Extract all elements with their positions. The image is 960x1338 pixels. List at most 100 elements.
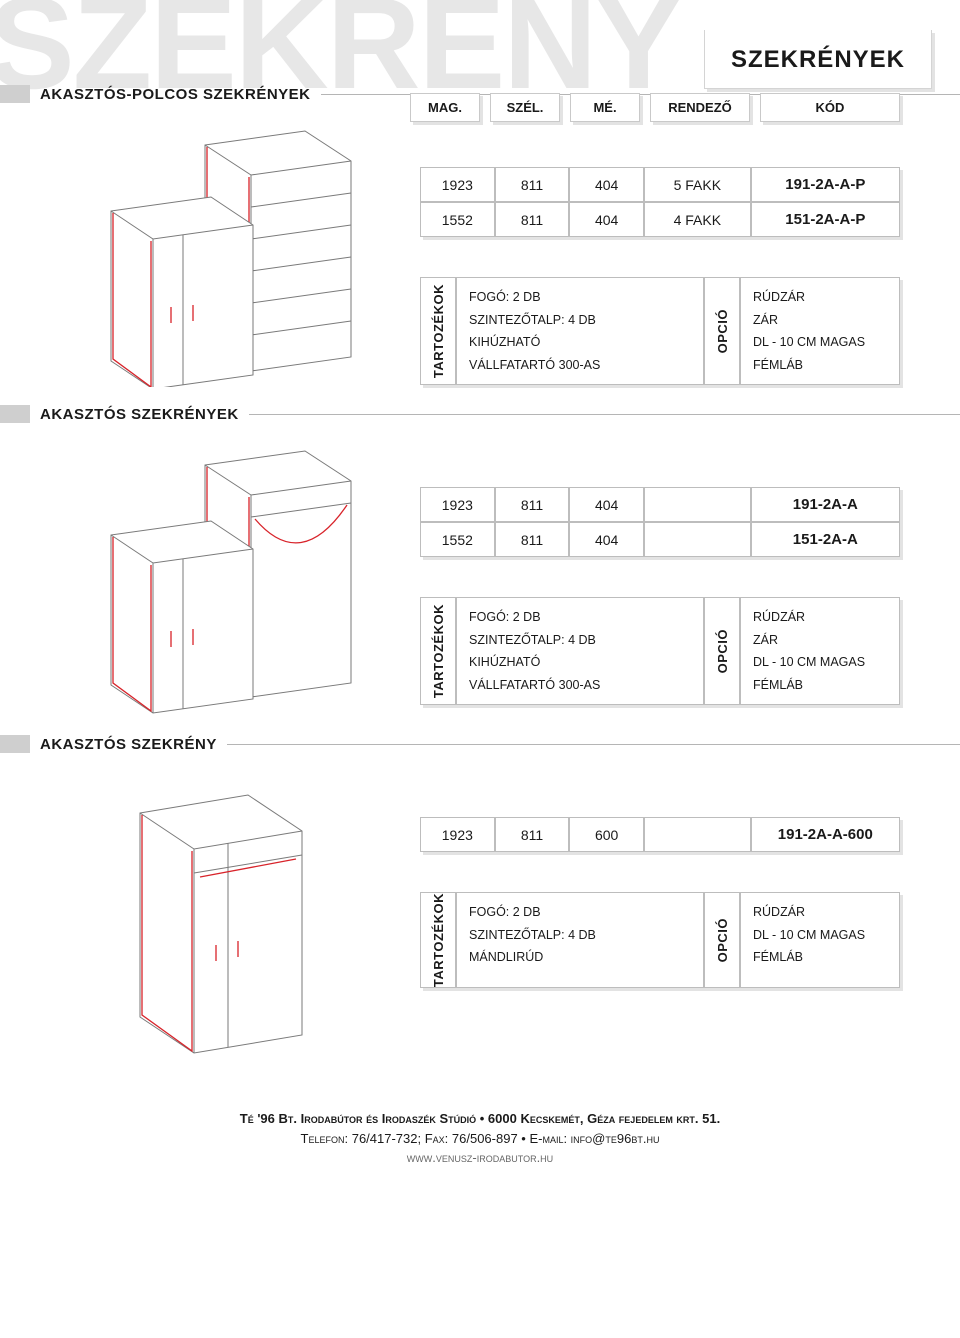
footer-line-2: Telefon: 76/417-732; Fax: 76/506-897 • E… [0, 1129, 960, 1149]
opcio-label-cell: OPCIÓ [704, 597, 740, 705]
opcio-content: RÚDZÁR DL - 10 CM MAGAS FÉMLÁB [740, 892, 900, 988]
col-header-mag: MAG. [410, 93, 480, 122]
opcio-label-cell: OPCIÓ [704, 892, 740, 988]
table-row: 1552 811 404 4 FAKK 151-2A-A-P [420, 202, 900, 237]
data-table: 1923 811 404 191-2A-A 1552 811 404 151-2… [420, 487, 900, 557]
tartozekok-line: SZINTEZŐTALP: 4 DB [469, 629, 691, 652]
data-table: 1923 811 404 5 FAKK 191-2A-A-P 1552 811 … [420, 167, 900, 237]
cell-rendezo: 5 FAKK [644, 167, 751, 202]
opcio-line: FÉMLÁB [753, 946, 887, 969]
data-table-wrap: 1923 811 404 191-2A-A 1552 811 404 151-2… [420, 487, 900, 557]
illustration [0, 777, 420, 1067]
tartozekok-line: KIHÚZHATÓ [469, 331, 691, 354]
cell-szel: 811 [495, 167, 570, 202]
tables: 1923 811 404 191-2A-A 1552 811 404 151-2… [420, 447, 960, 717]
opcio-label: OPCIÓ [715, 918, 730, 962]
cell-kod: 191-2A-A-600 [751, 817, 900, 852]
col-header-rendezo: RENDEZŐ [650, 93, 750, 122]
cell-mag: 1552 [420, 522, 495, 557]
header-line [227, 744, 960, 745]
opcio-line: ZÁR [753, 629, 887, 652]
section-body: 1923 811 600 191-2A-A-600 TARTOZÉKOK FOG… [0, 761, 960, 1085]
cell-me: 404 [569, 167, 644, 202]
header-stub [0, 735, 30, 753]
tartozekok-label-cell: TARTOZÉKOK [420, 597, 456, 705]
cabinet-illustration [55, 127, 365, 387]
section-body: 1923 811 404 191-2A-A 1552 811 404 151-2… [0, 431, 960, 735]
tartozekok-line: FOGÓ: 2 DB [469, 901, 691, 924]
cell-me: 404 [569, 487, 644, 522]
tartozekok-label: TARTOZÉKOK [431, 604, 446, 698]
tartozekok-line: MÁNDLIRÚD [469, 946, 691, 969]
opcio-content: RÚDZÁR ZÁR DL - 10 CM MAGAS FÉMLÁB [740, 597, 900, 705]
tartozekok-line: SZINTEZŐTALP: 4 DB [469, 924, 691, 947]
cabinet-illustration [55, 447, 365, 717]
cell-kod: 151-2A-A [751, 522, 900, 557]
section-heading: AKASZTÓS SZEKRÉNYEK [40, 406, 239, 423]
cabinet-illustration [80, 777, 340, 1067]
cell-mag: 1923 [420, 167, 495, 202]
opcio-line: RÚDZÁR [753, 606, 887, 629]
opcio-line: DL - 10 CM MAGAS [753, 924, 887, 947]
tartozekok-line: VÁLLFATARTÓ 300-AS [469, 354, 691, 377]
header-line [249, 414, 960, 415]
footer-line-3: www.venusz-irodabutor.hu [0, 1148, 960, 1168]
data-table: 1923 811 600 191-2A-A-600 [420, 817, 900, 852]
content: MAG. SZÉL. MÉ. RENDEZŐ KÓD AKASZTÓS-POLC… [0, 0, 960, 1176]
cell-mag: 1923 [420, 487, 495, 522]
opcio-label-cell: OPCIÓ [704, 277, 740, 385]
column-headers: MAG. SZÉL. MÉ. RENDEZŐ KÓD [410, 93, 900, 122]
cell-rendezo: 4 FAKK [644, 202, 751, 237]
cell-szel: 811 [495, 487, 570, 522]
opcio-line: FÉMLÁB [753, 674, 887, 697]
info-table: TARTOZÉKOK FOGÓ: 2 DB SZINTEZŐTALP: 4 DB… [420, 597, 900, 705]
cell-szel: 811 [495, 522, 570, 557]
table-row: 1552 811 404 151-2A-A [420, 522, 900, 557]
tartozekok-line: SZINTEZŐTALP: 4 DB [469, 309, 691, 332]
header-stub [0, 85, 30, 103]
section-header: AKASZTÓS SZEKRÉNYEK [0, 405, 960, 423]
footer: Té '96 Bt. Irodabútor és Irodaszék Stúdi… [0, 1085, 960, 1176]
opcio-line: DL - 10 CM MAGAS [753, 331, 887, 354]
info-table: TARTOZÉKOK FOGÓ: 2 DB SZINTEZŐTALP: 4 DB… [420, 892, 900, 988]
tartozekok-line: KIHÚZHATÓ [469, 651, 691, 674]
opcio-line: RÚDZÁR [753, 901, 887, 924]
info-table: TARTOZÉKOK FOGÓ: 2 DB SZINTEZŐTALP: 4 DB… [420, 277, 900, 385]
illustration [0, 447, 420, 717]
cell-rendezo [644, 487, 751, 522]
tables: 1923 811 404 5 FAKK 191-2A-A-P 1552 811 … [420, 127, 960, 387]
illustration [0, 127, 420, 387]
cell-kod: 151-2A-A-P [751, 202, 900, 237]
tartozekok-line: VÁLLFATARTÓ 300-AS [469, 674, 691, 697]
tartozekok-content: FOGÓ: 2 DB SZINTEZŐTALP: 4 DB MÁNDLIRÚD [456, 892, 704, 988]
section-body: 1923 811 404 5 FAKK 191-2A-A-P 1552 811 … [0, 111, 960, 405]
section-header: AKASZTÓS SZEKRÉNY [0, 735, 960, 753]
col-header-me: MÉ. [570, 93, 640, 122]
table-row: 1923 811 404 191-2A-A [420, 487, 900, 522]
tartozekok-line: FOGÓ: 2 DB [469, 286, 691, 309]
opcio-label: OPCIÓ [715, 629, 730, 673]
tartozekok-line: FOGÓ: 2 DB [469, 606, 691, 629]
tartozekok-label-cell: TARTOZÉKOK [420, 892, 456, 988]
header-stub [0, 405, 30, 423]
cell-mag: 1552 [420, 202, 495, 237]
tartozekok-content: FOGÓ: 2 DB SZINTEZŐTALP: 4 DB KIHÚZHATÓ … [456, 597, 704, 705]
tartozekok-label-cell: TARTOZÉKOK [420, 277, 456, 385]
opcio-line: FÉMLÁB [753, 354, 887, 377]
cell-me: 600 [569, 817, 644, 852]
cell-rendezo [644, 522, 751, 557]
tartozekok-label: TARTOZÉKOK [431, 284, 446, 378]
table-row: 1923 811 600 191-2A-A-600 [420, 817, 900, 852]
page-title: SZEKRÉNYEK [731, 46, 905, 73]
cell-mag: 1923 [420, 817, 495, 852]
cell-szel: 811 [495, 202, 570, 237]
data-table-wrap: 1923 811 404 5 FAKK 191-2A-A-P 1552 811 … [420, 167, 900, 237]
opcio-line: RÚDZÁR [753, 286, 887, 309]
cell-szel: 811 [495, 817, 570, 852]
tartozekok-label: TARTOZÉKOK [431, 893, 446, 987]
section-heading: AKASZTÓS SZEKRÉNY [40, 736, 217, 753]
opcio-label: OPCIÓ [715, 309, 730, 353]
tables: 1923 811 600 191-2A-A-600 TARTOZÉKOK FOG… [420, 777, 960, 1067]
opcio-content: RÚDZÁR ZÁR DL - 10 CM MAGAS FÉMLÁB [740, 277, 900, 385]
col-header-szel: SZÉL. [490, 93, 560, 122]
